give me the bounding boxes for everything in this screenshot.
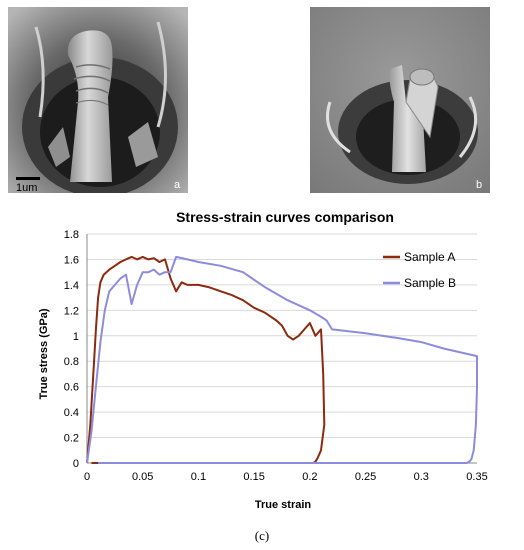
sem-image-b: b [310,7,490,193]
legend-label: Sample A [404,250,455,264]
x-tick-label: 0 [84,471,90,483]
gridlines [87,233,477,439]
y-tick-label: 1.6 [64,254,79,266]
scale-bar-label: 1um [16,182,37,193]
stress-strain-chart: Stress-strain curves comparison 00.20.40… [38,209,488,511]
legend-label: Sample B [404,276,456,290]
panel-letter-a: a [174,179,181,191]
x-tick-label: 0.3 [414,471,429,483]
x-tick-label: 0.15 [243,471,264,483]
y-tick-label: 1.8 [64,229,79,241]
x-tick-labels: 0 0.05 0.1 0.15 0.2 0.25 0.3 0.35 [84,471,488,483]
sem-image-b-drawing: b [310,7,490,193]
legend: Sample A Sample B [383,250,456,290]
x-tick-label: 0.1 [191,471,206,483]
x-tick-label: 0.2 [302,471,317,483]
y-axis-label: True stress (GPa) [38,308,50,399]
y-tick-label: 1.2 [64,305,79,317]
x-tick-label: 0.05 [132,471,153,483]
y-tick-label: 0 [73,458,79,470]
x-tick-label: 0.35 [466,471,487,483]
panel-letter-b: b [476,179,482,191]
series-line-sample-b [86,255,478,464]
chart-title: Stress-strain curves comparison [176,209,394,225]
y-tick-label: 0.4 [64,407,79,419]
series-lines [86,255,478,464]
series-line-sample-a [86,255,326,464]
y-tick-labels: 0 0.2 0.4 0.6 0.8 1 1.2 1.4 1.6 1.8 [64,229,79,470]
y-tick-label: 1 [73,331,79,343]
y-tick-label: 0.8 [64,356,79,368]
y-tick-label: 0.2 [64,433,79,445]
sem-image-a: 1um a [8,7,188,193]
x-axis-label: True strain [255,499,312,511]
axes [86,234,477,464]
x-tick-label: 0.25 [355,471,376,483]
y-tick-label: 0.6 [64,382,79,394]
figure-caption: (c) [254,528,270,543]
sem-image-a-drawing: 1um a [8,7,188,193]
y-tick-label: 1.4 [64,280,79,292]
